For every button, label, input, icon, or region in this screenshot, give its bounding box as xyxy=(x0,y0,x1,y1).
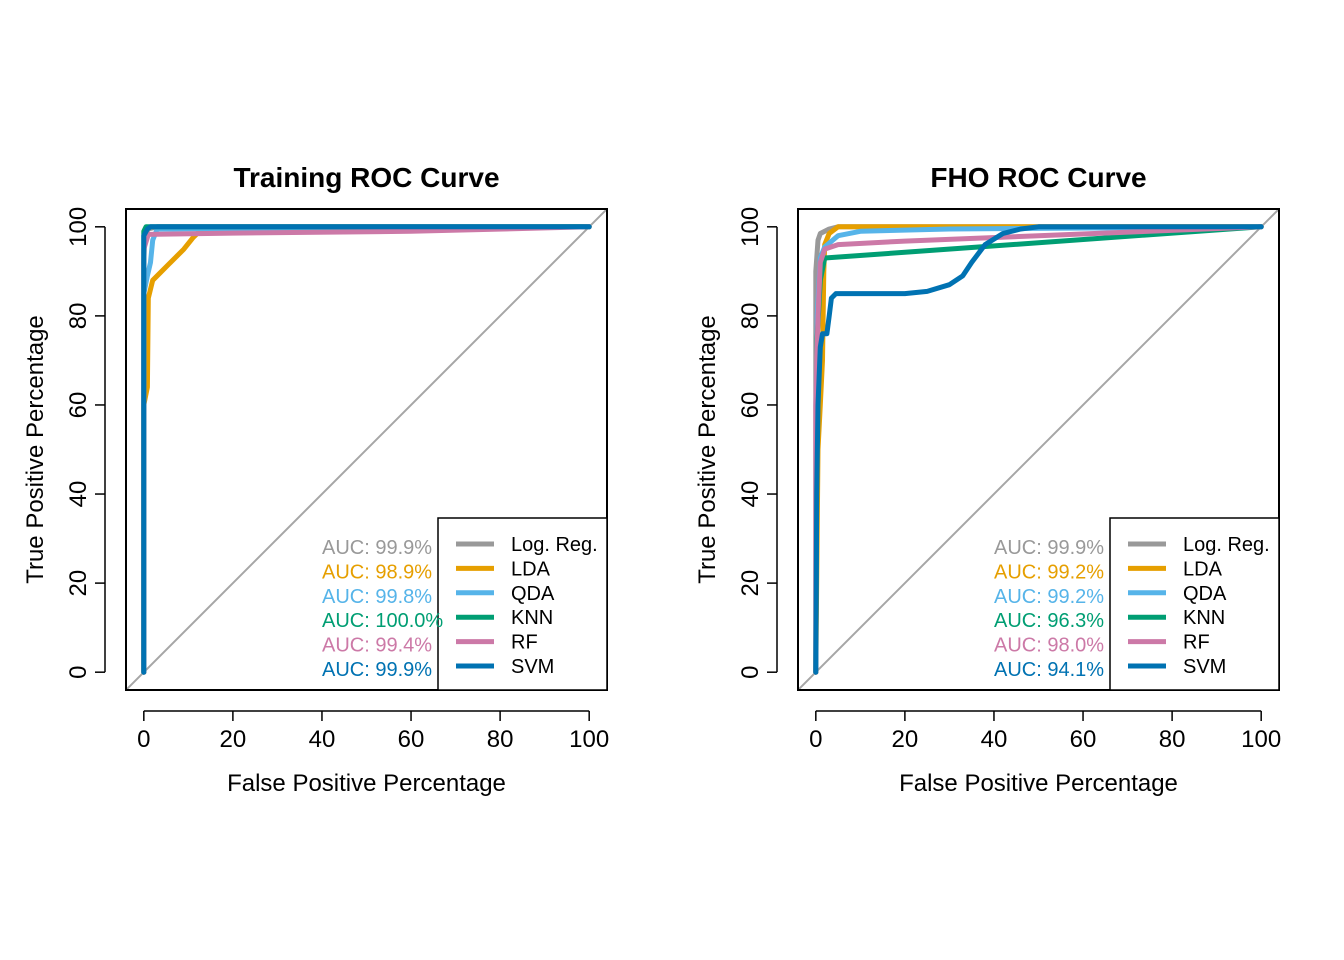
x-tick-label: 0 xyxy=(809,726,822,753)
series-line-svm xyxy=(813,224,1264,675)
x-tick-label: 60 xyxy=(1070,726,1097,753)
chart-panel-2: FHO ROC Curve 0 20 40 60 80 100 False Positive … xyxy=(694,162,1281,797)
auc-annotation: AUC: 98.0% xyxy=(994,635,1104,657)
x-tick-label: 80 xyxy=(1159,726,1186,753)
legend-label: LDA xyxy=(511,558,551,580)
series-line-svm xyxy=(141,224,592,675)
x-tick-label: 20 xyxy=(892,726,919,753)
legend-box xyxy=(1109,517,1280,691)
legend-label: RF xyxy=(511,632,538,654)
auc-annotation: AUC: 99.9% xyxy=(994,537,1104,559)
auc-annotation: AUC: 100.0% xyxy=(322,610,443,632)
auc-annotation: AUC: 99.8% xyxy=(322,586,432,608)
legend-label: QDA xyxy=(511,583,555,605)
legend-label: KNN xyxy=(1183,607,1225,629)
y-tick-label: 100 xyxy=(737,207,764,247)
auc-annotation: AUC: 98.9% xyxy=(322,561,432,583)
y-tick-label: 20 xyxy=(737,570,764,597)
series-group xyxy=(813,224,1264,675)
y-tick-label: 100 xyxy=(65,207,92,247)
plot-frame xyxy=(797,208,1280,691)
legend-label: Log. Reg. xyxy=(511,534,598,556)
auc-annotation: AUC: 99.9% xyxy=(322,659,432,681)
x-axis-label: False Positive Percentage xyxy=(899,770,1178,797)
y-axis-label: True Positive Percentage xyxy=(694,315,721,584)
x-axis-label: False Positive Percentage xyxy=(227,770,506,797)
auc-annotation: AUC: 99.4% xyxy=(322,635,432,657)
legend-label: SVM xyxy=(1183,656,1226,678)
series-group xyxy=(141,224,592,675)
legend-label: QDA xyxy=(1183,583,1227,605)
y-axis-label: True Positive Percentage xyxy=(22,315,49,584)
x-tick-label: 100 xyxy=(569,726,609,753)
legend-label: LDA xyxy=(1183,558,1223,580)
x-tick-label: 20 xyxy=(220,726,247,753)
chart-panel-1: Training ROC Curve 0 20 40 60 80 100 False Posi… xyxy=(22,162,609,797)
auc-annotation: AUC: 94.1% xyxy=(994,659,1104,681)
y-tick-label: 20 xyxy=(65,570,92,597)
legend-label: SVM xyxy=(511,656,554,678)
y-tick-label: 60 xyxy=(65,392,92,419)
chart-title: FHO ROC Curve xyxy=(930,162,1146,193)
x-tick-label: 0 xyxy=(137,726,150,753)
y-tick-label: 80 xyxy=(737,303,764,330)
y-tick-label: 0 xyxy=(737,666,764,679)
auc-annotation: AUC: 99.9% xyxy=(322,537,432,559)
y-tick-label: 40 xyxy=(65,481,92,508)
x-tick-label: 60 xyxy=(398,726,425,753)
legend-label: Log. Reg. xyxy=(1183,534,1270,556)
x-tick-label: 80 xyxy=(487,726,514,753)
auc-annotation: AUC: 99.2% xyxy=(994,561,1104,583)
legend-label: RF xyxy=(1183,632,1210,654)
auc-annotation: AUC: 99.2% xyxy=(994,586,1104,608)
chart-title: Training ROC Curve xyxy=(233,162,499,193)
y-tick-label: 80 xyxy=(65,303,92,330)
plot-frame xyxy=(125,208,608,691)
reference-diagonal-line xyxy=(798,209,1279,690)
legend-box xyxy=(437,517,608,691)
y-tick-label: 60 xyxy=(737,392,764,419)
x-tick-label: 40 xyxy=(981,726,1008,753)
x-tick-label: 100 xyxy=(1241,726,1281,753)
y-tick-label: 0 xyxy=(65,666,92,679)
x-tick-label: 40 xyxy=(309,726,336,753)
reference-diagonal-line xyxy=(126,209,607,690)
auc-annotation: AUC: 96.3% xyxy=(994,610,1104,632)
legend-label: KNN xyxy=(511,607,553,629)
y-tick-label: 40 xyxy=(737,481,764,508)
